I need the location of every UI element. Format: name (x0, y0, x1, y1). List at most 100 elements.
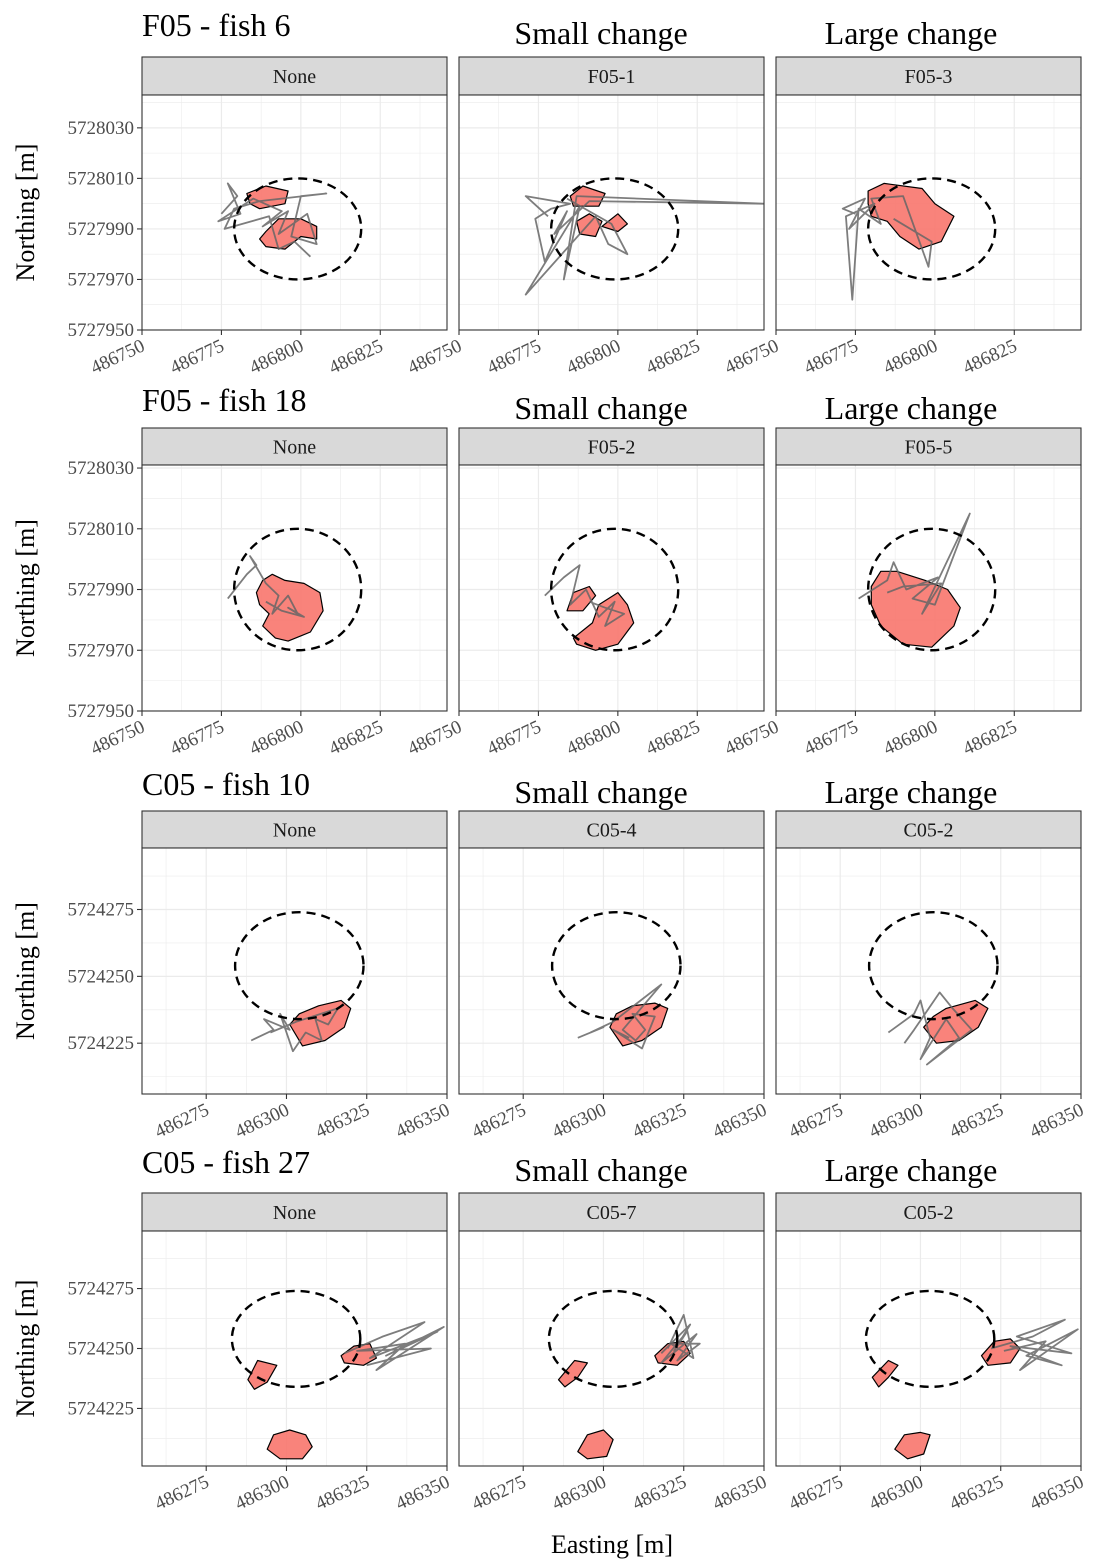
study-area-circle (864, 1289, 996, 1389)
panel-content (864, 1289, 1079, 1460)
panel-border (775, 464, 1082, 712)
home-range-area (601, 213, 629, 233)
facet-strip (458, 427, 765, 466)
row-title: C05 - fish 10 (142, 766, 310, 802)
facet-strip (141, 810, 448, 849)
facet-strip (458, 1192, 765, 1232)
panel-border (458, 847, 765, 1095)
panel-grid (459, 465, 764, 711)
facet-row: F05 - fish 6 Small change Large change None… (11, 7, 1082, 379)
panel-border (141, 464, 448, 712)
fish-track (544, 564, 626, 627)
fish-track (524, 195, 764, 296)
facet-panel: F05-2 486750 486775 486800 486825 (405, 427, 765, 760)
x-tick-label: 486825 (960, 335, 1021, 378)
panel-background (776, 848, 1081, 1094)
facet-strip-label: C05-7 (587, 1202, 637, 1224)
study-area-circle (233, 910, 365, 1021)
column-title: Small change (514, 1152, 687, 1188)
facet-panel: None 486750 486775 486800 486825 5727950 57279… (68, 427, 448, 760)
facet-strip (775, 1192, 1082, 1232)
x-tick-label: 486775 (801, 335, 862, 378)
x-tick-label: 486750 (405, 335, 466, 378)
x-tick-label: 486775 (484, 335, 545, 378)
facet-strip (775, 56, 1082, 96)
x-tick-label: 486775 (484, 716, 545, 759)
x-tick-label: 486800 (563, 335, 624, 378)
facet-panel: F05-5 486750 486775 486800 486825 (722, 427, 1082, 760)
row-title: F05 - fish 6 (142, 7, 290, 43)
facet-strip-label: F05-5 (905, 437, 953, 459)
x-tick-label: 486825 (960, 716, 1021, 759)
x-tick-label: 486275 (786, 1471, 847, 1514)
facet-strip (141, 427, 448, 466)
x-tick-label: 486325 (946, 1471, 1007, 1514)
panel-content (217, 177, 363, 281)
panel-grid (776, 95, 1081, 330)
facet-panel: None 486750 486775 486800 486825 5727950 57279… (68, 56, 448, 379)
x-tick-label: 486350 (710, 1471, 771, 1514)
column-title: Large change (825, 774, 998, 810)
panel-background (142, 848, 447, 1094)
panel-grid (776, 848, 1081, 1094)
y-tick-label: 5728030 (68, 458, 135, 479)
x-tick-label: 486300 (549, 1099, 610, 1142)
fish-track (990, 1318, 1079, 1371)
column-title: Small change (514, 390, 687, 426)
study-area-circle (230, 1289, 362, 1389)
home-range-area (266, 1429, 313, 1460)
x-tick-label: 486775 (167, 716, 228, 759)
x-tick-label: 486325 (312, 1471, 373, 1514)
column-title: Small change (514, 15, 687, 51)
y-axis-title: Northing [m] (11, 1280, 40, 1418)
facet-panel: C05-4 486275 486300 486325 486350 (458, 810, 770, 1143)
row-title: F05 - fish 18 (142, 382, 306, 418)
x-tick-label: 486825 (326, 716, 387, 759)
x-tick-label: 486800 (880, 335, 941, 378)
x-tick-label: 486275 (786, 1099, 847, 1142)
facet-strip (458, 810, 765, 849)
y-tick-label: 5727950 (68, 701, 135, 722)
study-area-circle (232, 527, 363, 652)
y-tick-label: 5727970 (68, 269, 135, 290)
y-tick-label: 5724225 (68, 1033, 135, 1054)
panel-background (142, 95, 447, 330)
y-tick-label: 5724225 (68, 1398, 135, 1419)
x-tick-label: 486325 (312, 1099, 373, 1142)
facet-panel: C05-2 486275 486300 486325 486350 (775, 1192, 1087, 1515)
x-tick-label: 486800 (246, 335, 307, 378)
facet-row: C05 - fish 27 Small change Large change Non… (11, 1144, 1087, 1515)
facet-strip-label: F05-3 (905, 66, 953, 88)
y-tick-label: 5724250 (68, 1339, 135, 1360)
fish-track (577, 983, 663, 1050)
y-tick-label: 5727990 (68, 580, 135, 601)
panel-content (524, 177, 764, 296)
x-tick-label: 486750 (722, 335, 783, 378)
x-tick-label: 486300 (232, 1099, 293, 1142)
x-tick-label: 486800 (246, 716, 307, 759)
x-tick-label: 486325 (629, 1099, 690, 1142)
study-area-circle (547, 1289, 679, 1389)
x-tick-label: 486825 (326, 335, 387, 378)
home-range-area (894, 1431, 931, 1460)
column-title: Large change (825, 390, 998, 426)
x-tick-label: 486325 (629, 1471, 690, 1514)
x-tick-label: 486300 (866, 1471, 927, 1514)
panel-content (547, 1289, 701, 1460)
panel-border (775, 847, 1082, 1095)
facet-panel: F05-1 486750 486775 486800 486825 (405, 56, 765, 379)
facet-strip-label: None (273, 820, 316, 842)
facet-panel: None 486275 486300 486325 486350 5724225 57242… (68, 1192, 453, 1515)
y-tick-label: 5724275 (68, 1279, 135, 1300)
x-tick-label: 486750 (722, 716, 783, 759)
fish-track (217, 182, 328, 258)
row-title: C05 - fish 27 (142, 1144, 310, 1180)
facet-strip (141, 1192, 448, 1232)
y-tick-label: 5728030 (68, 118, 135, 139)
panel-background (459, 848, 764, 1094)
x-tick-label: 486275 (152, 1099, 213, 1142)
fish-track (858, 512, 971, 615)
y-tick-label: 5727990 (68, 219, 135, 240)
x-axis-title: Easting [m] (551, 1530, 673, 1559)
fish-track (887, 991, 973, 1066)
